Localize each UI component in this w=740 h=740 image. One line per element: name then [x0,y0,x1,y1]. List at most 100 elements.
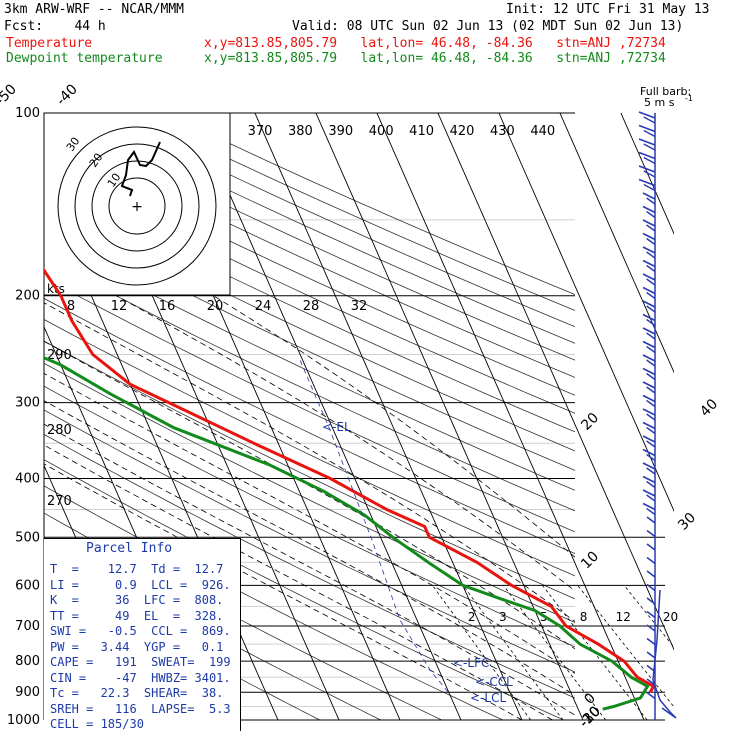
wind-barb [646,637,656,646]
pressure-tick-label: 200 [15,289,40,304]
wind-barb [642,300,656,308]
dry-adiabat-line [165,113,575,295]
wind-barb-half [643,170,656,178]
wind-speed-tick-label: 20 [207,299,224,314]
isotherm-line [559,113,674,374]
wind-barb [642,462,656,470]
wind-barb-half [646,210,656,219]
dry-adiabat-line [44,131,575,378]
dry-adiabat-line [44,200,575,452]
parcel-row-cin: CIN = -47 HWBZ= 3401. [50,670,231,685]
parcel-row-cell: CELL = 185/30 [50,717,144,731]
wind-barb [642,475,656,484]
wind-barb [638,124,656,133]
hodograph-center: + [131,199,143,215]
wind-barb [642,502,656,511]
wind-barb-half [646,440,656,448]
wind-barb-half [646,480,656,489]
wind-barb [638,165,656,173]
dry-adiabat-left-label: 280 [47,423,72,438]
wind-barb [642,192,656,200]
dry-adiabat-line [44,340,575,600]
wind-barb [646,624,656,632]
wind-barb-half [646,278,656,286]
pressure-tick-label: 300 [15,396,40,411]
wind-barb [642,489,656,497]
wind-barb-half [646,426,656,435]
level-marker: <-LCL [470,691,506,705]
isotherm-line [498,113,674,513]
wind-barb-half [646,264,656,273]
dry-adiabat-line [44,148,575,396]
theta-label: 380 [288,124,313,139]
wind-barb [646,651,656,659]
parcel-path [299,359,449,693]
hodograph-ring [74,143,200,269]
mixing-ratio-label: 20 [663,610,678,624]
wind-barb [642,367,656,376]
wind-barb [642,205,656,214]
wind-barb [642,435,656,443]
wind-barb [646,556,656,565]
isotherm-line [254,113,523,720]
dry-adiabat-left-label: 270 [47,494,72,509]
dry-adiabat-line [44,183,575,433]
wind-barb-half [643,129,656,138]
dry-adiabat-line [44,319,575,577]
parcel-row-cape: CAPE = 191 SWEAT= 199 [50,655,231,669]
barb-legend-exponent: -1 [685,94,693,103]
wind-barb [642,381,656,389]
dry-adiabat-line [44,165,575,414]
mixing-ratio-label: 8 [580,610,588,624]
wind-barb-half [646,291,656,300]
wind-barb [638,138,656,146]
barb-legend-units: 5 m s [644,96,675,109]
dewpoint-profile [44,356,650,711]
dry-adiabat-line [44,257,575,512]
level-marker: <-EL [322,420,351,434]
isotherm-line [193,113,462,720]
dry-adiabat-line [44,115,575,361]
dewpoint-legend-info: x,y=813.85,805.79 lat,lon= 46.48, -84.36… [204,51,666,66]
wind-speed-tick-label: 28 [303,299,320,314]
wind-barb-half [643,183,656,192]
pressure-tick-label: 400 [15,471,40,486]
wind-barb-half [646,318,656,327]
pressure-tick-label: 900 [15,685,40,700]
wind-barb [646,583,656,592]
parcel-row-tc: Tc = 22.3 SHEAR= 38. [50,686,224,700]
parcel-info-panel: Parcel Info T = 12.7 Td = 12.7 LI = 0.9 … [44,538,241,731]
model-title: 3km ARW-WRF -- NCAR/MMM [4,2,185,17]
dry-adiabat-line [44,385,575,648]
theta-label: 420 [450,124,475,139]
wind-barb [638,178,656,187]
dry-adiabat-line [44,433,575,699]
low-level-wind-trace [652,589,677,719]
mixing-ratio-line [623,585,674,648]
moist-adiabat-line [44,255,575,592]
wind-barb [646,570,656,578]
wind-barb-half [646,237,656,246]
wind-speed-tick-label: 32 [351,299,368,314]
isotherm-right-label: 10 [578,548,602,572]
wind-barb-half [646,507,656,516]
wind-barb [642,259,656,268]
wind-speed-tick-label: 16 [159,299,176,314]
wind-barb-half [646,413,656,421]
parcel-row-li: LI = 0.9 LCL = 926. [50,577,231,592]
wind-barb-half [646,251,656,259]
valid-time: Valid: 08 UTC Sun 02 Jun 13 (02 MDT Sun … [292,19,684,34]
dry-adiabat-line [44,238,575,491]
parcel-row-sreh: SREH = 116 LAPSE= 5.3 [50,701,231,716]
wind-barb [642,354,656,362]
pressure-tick-label: 600 [15,578,40,593]
hodograph-ring [57,126,217,286]
isotherm-line [376,113,645,720]
isotherm-line [315,113,584,720]
wind-barb [646,597,656,605]
wind-barb [642,313,656,322]
dry-adiabat-line [44,277,575,533]
theta-label: 410 [409,124,434,139]
